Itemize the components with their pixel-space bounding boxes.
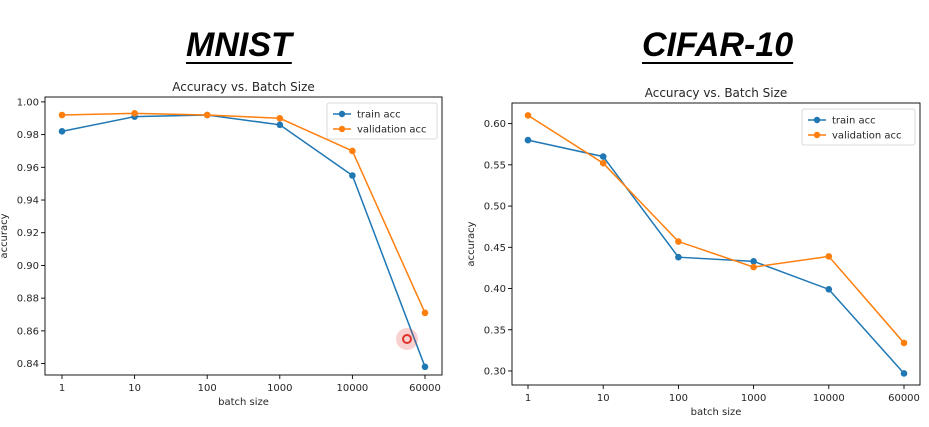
legend-box <box>801 108 916 146</box>
legend-marker <box>338 125 346 133</box>
data-point-validation-acc <box>203 111 211 119</box>
axes-frame <box>511 102 921 386</box>
legend-marker <box>338 110 346 118</box>
data-point-validation-acc <box>599 159 607 167</box>
x-tick-label: 10000 <box>813 393 845 404</box>
y-tick-label: 0.60 <box>484 119 506 130</box>
cursor-ring <box>402 334 412 344</box>
legend-marker <box>813 131 821 139</box>
data-point-train-acc <box>825 286 833 293</box>
data-point-validation-acc <box>675 238 682 245</box>
x-tick-label: 1000 <box>267 383 292 394</box>
data-point-validation-acc <box>825 253 833 260</box>
y-tick-label: 0.35 <box>484 325 506 336</box>
y-tick-label: 0.30 <box>484 366 506 377</box>
y-tick-label: 0.55 <box>484 160 506 171</box>
x-tick-label: 1 <box>525 393 531 404</box>
x-tick-label: 100 <box>669 393 688 404</box>
data-point-train-acc <box>524 136 532 144</box>
y-tick-label: 0.40 <box>484 284 506 295</box>
x-tick-label: 100 <box>198 383 217 394</box>
series-line-validation-acc <box>527 114 905 344</box>
data-point-validation-acc <box>276 114 284 122</box>
legend-box <box>326 102 438 140</box>
mnist-heading: MNIST <box>186 26 292 64</box>
data-point-train-acc <box>750 258 757 265</box>
y-tick-label: 0.86 <box>17 326 39 337</box>
x-tick-label: 10 <box>128 383 141 394</box>
chart-title: Accuracy vs. Batch Size <box>645 86 788 100</box>
y-tick-label: 0.45 <box>484 243 506 254</box>
y-axis-label: accuracy <box>0 213 10 258</box>
chart-title: Accuracy vs. Batch Size <box>172 80 315 94</box>
x-tick-label: 1 <box>59 383 65 394</box>
y-tick-label: 0.88 <box>17 294 39 305</box>
data-point-validation-acc <box>131 110 138 117</box>
data-point-validation-acc <box>900 339 908 347</box>
data-point-train-acc <box>675 253 682 261</box>
legend-label: validation acc <box>357 125 427 136</box>
data-point-validation-acc <box>421 309 429 317</box>
data-point-train-acc <box>900 370 908 377</box>
series-line-train-acc <box>61 114 426 368</box>
series-line-validation-acc <box>61 112 426 314</box>
x-axis-label: batch size <box>218 397 269 408</box>
legend-marker <box>813 116 821 124</box>
data-point-train-acc <box>58 128 66 135</box>
y-tick-label: 1.00 <box>17 97 39 108</box>
y-tick-label: 0.98 <box>17 130 39 141</box>
y-tick-label: 0.94 <box>17 196 39 207</box>
legend-label: train acc <box>832 116 876 127</box>
data-point-validation-acc <box>349 147 356 155</box>
legend-label: validation acc <box>832 131 902 142</box>
data-point-train-acc <box>599 153 607 160</box>
cifar10-heading: CIFAR-10 <box>642 26 794 64</box>
y-tick-label: 0.96 <box>17 163 39 174</box>
data-point-validation-acc <box>750 263 757 271</box>
x-tick-label: 10 <box>597 393 610 404</box>
y-axis-label: accuracy <box>466 221 477 266</box>
data-point-train-acc <box>421 363 429 371</box>
cursor-highlight <box>396 328 418 350</box>
y-tick-label: 0.90 <box>17 261 39 272</box>
x-tick-label: 10000 <box>336 383 368 394</box>
data-point-train-acc <box>349 172 356 179</box>
legend-label: train acc <box>357 110 401 121</box>
data-point-validation-acc <box>58 111 66 119</box>
x-tick-label: 60000 <box>409 383 441 394</box>
data-point-train-acc <box>276 121 284 129</box>
y-tick-label: 0.50 <box>484 202 506 213</box>
y-tick-label: 0.84 <box>17 359 39 370</box>
y-tick-label: 0.92 <box>17 228 39 239</box>
data-point-validation-acc <box>524 112 532 119</box>
series-line-train-acc <box>527 139 905 374</box>
axes-frame <box>44 96 443 376</box>
x-tick-label: 1000 <box>741 393 766 404</box>
x-tick-label: 60000 <box>888 393 920 404</box>
x-axis-label: batch size <box>691 407 742 418</box>
